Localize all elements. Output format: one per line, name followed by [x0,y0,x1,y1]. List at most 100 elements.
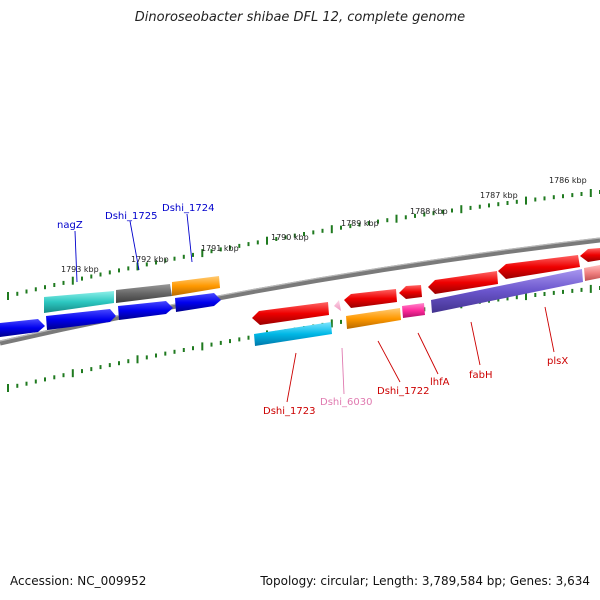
scale-label-1792: 1792 kbp [131,255,169,264]
scale-tick-outer-minor [552,195,555,200]
scale-label-1793: 1793 kbp [61,265,99,274]
scale-tick-inner-minor [552,290,555,295]
scale-tick-outer-minor [81,276,83,281]
scale-tick-inner-minor [219,340,222,345]
scale-tick-outer-minor [478,204,481,209]
scale-tick-outer-minor [229,245,231,250]
gene-label-Dshi_1722[interactable]: Dshi_1722 [377,386,429,397]
scale-tick-inner-minor [25,381,28,386]
scale-tick-inner-minor [16,383,19,388]
label-leaders [74,213,555,403]
gene-Dshi_1724[interactable] [172,276,220,296]
gene-label-plsX[interactable]: plsX [547,356,568,367]
gene-lhfA[interactable] [402,303,425,318]
scale-tick-outer-minor [155,260,157,265]
scale-tick-outer-minor [321,228,324,233]
scale-tick-outer-minor [441,209,444,214]
scale-tick-outer-minor [62,280,65,285]
scale-tick-outer-minor [90,274,93,279]
gene-red-5[interactable] [498,255,580,279]
scale-tick-outer-minor [25,289,28,294]
scale-tick-inner-minor [515,295,518,300]
scale-label-1789: 1789 kbp [341,219,379,228]
scale-tick-inner-major [7,384,9,392]
scale-tick-inner-minor [44,377,46,382]
gene-label-fabH[interactable]: fabH [469,370,493,381]
scale-tick-outer-minor [303,232,305,236]
scale-tick-inner-minor [34,379,37,384]
gene-red-1[interactable] [252,302,329,325]
scale-tick-inner-minor [506,296,509,301]
gene-Dshi_6030[interactable] [334,300,341,311]
scale-tick-outer-minor [108,270,111,275]
scale-tick-outer-major [7,292,9,300]
scale-tick-outer-minor [293,233,296,238]
scale-tick-inner-minor [164,351,167,356]
gene-label-Dshi_1723[interactable]: Dshi_1723 [263,406,315,417]
gene-Dshi_1722[interactable] [346,308,401,329]
scale-tick-inner-minor [210,342,213,347]
gene-label-Dshi_1724[interactable]: Dshi_1724 [162,203,214,214]
gene-red-3[interactable] [399,285,422,299]
scale-tick-outer-minor [118,268,120,273]
scale-tick-outer-minor [515,199,518,204]
scale-tick-inner-minor [155,353,157,358]
scale-label-1786: 1786 kbp [549,176,587,185]
gene-blue-3[interactable] [118,301,173,320]
scale-tick-outer-minor [284,235,287,240]
scale-labels: 1793 kbp 1792 kbp 1791 kbp 1790 kbp 1789… [61,176,587,274]
scale-tick-outer-major [266,236,268,245]
scale-tick-outer-minor [164,258,167,263]
scale-tick-outer-minor [386,218,389,223]
gene-Dshi_1723[interactable] [254,322,332,346]
scale-tick-inner-minor [229,339,231,344]
scale-tick-outer-major [201,249,204,258]
scale-tick-outer-minor [256,240,259,245]
gene-red-6[interactable] [580,248,600,262]
scale-tick-outer-major [330,225,333,234]
scale-tick-inner-minor [62,373,65,378]
gene-blue-1[interactable] [0,319,45,337]
gene-label-lhfA[interactable]: lhfA [430,377,450,388]
gene-Dshi_1725[interactable] [116,284,172,303]
scale-tick-outer-minor [192,252,194,257]
scale-tick-outer-major [136,262,139,271]
gene-nagZ[interactable] [44,291,114,313]
gene-red-2[interactable] [344,289,397,308]
scale-tick-outer-minor [506,201,509,205]
gene-blue-2[interactable] [46,309,116,330]
gene-label-Dshi_1725[interactable]: Dshi_1725 [105,211,157,222]
scale-label-1788: 1788 kbp [410,207,448,216]
scale-tick-inner-minor [145,355,148,360]
scale-tick-outer-minor [497,202,500,207]
scale-tick-inner-minor [127,359,130,364]
scale-tick-outer-minor [469,205,472,210]
scale-tick-inner-minor [182,348,185,352]
scale-tick-outer-minor [16,291,19,296]
scale-tick-inner-minor [497,297,500,302]
scale-tick-outer-major [589,189,592,197]
scale-tick-inner-minor [99,365,102,370]
gene-label-Dshi_6030[interactable]: Dshi_6030 [320,397,372,408]
scale-tick-outer-minor [247,242,250,247]
scale-tick-inner-minor [534,293,537,297]
scale-tick-outer-major [460,205,463,214]
scale-tick-inner-minor [340,319,342,324]
gene-pink-end[interactable] [584,265,600,281]
gene-label-nagZ[interactable]: nagZ [57,220,83,231]
scale-tick-outer-minor [238,243,241,248]
scale-ticks-outer [7,189,600,300]
scale-tick-inner-major [201,342,204,351]
scale-tick-inner-minor [571,288,574,293]
gene-blue-4[interactable] [175,293,221,312]
genome-summary: Topology: circular; Length: 3,789,584 bp… [260,574,590,588]
scale-tick-inner-minor [238,337,241,342]
gene-red-4[interactable] [428,271,498,294]
scale-tick-inner-minor [247,335,250,340]
scale-tick-outer-minor [451,208,453,213]
scale-tick-outer-minor [423,212,426,217]
gene-fabH-plsX[interactable] [431,269,583,313]
scale-tick-inner-minor [118,361,120,366]
accession-label: Accession: NC_009952 [10,574,147,588]
